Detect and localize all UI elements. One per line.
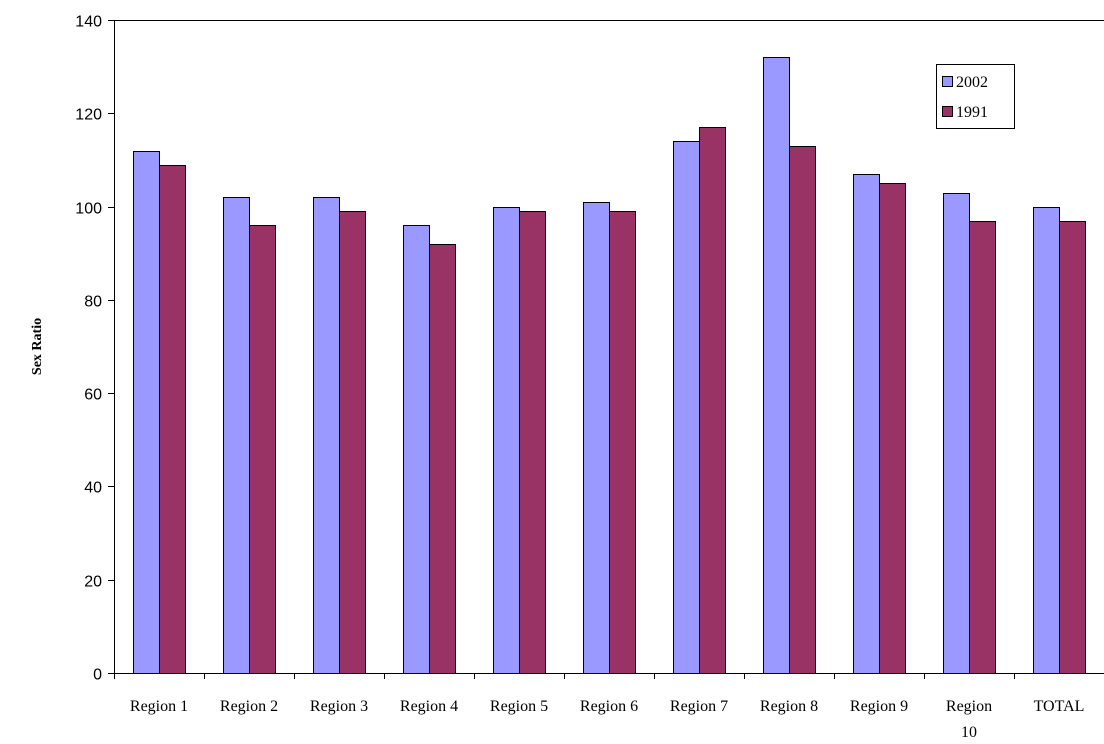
legend-label-1991: 1991	[956, 104, 988, 121]
x-tick-label-line: Region 6	[580, 698, 638, 715]
y-tick-label: 140	[75, 14, 102, 31]
x-tick-label: Region 3	[310, 698, 368, 715]
legend-box	[936, 64, 1015, 129]
y-tick-label: 120	[75, 107, 102, 124]
bar-1991-8	[789, 146, 816, 674]
bar-1991-9	[879, 183, 906, 674]
legend-label-2002: 2002	[956, 74, 988, 91]
y-ticks: 0 20 40 60 80 100 120 140	[75, 14, 114, 684]
x-tick-label: Region 2	[220, 698, 278, 715]
bar-2002-11	[1033, 207, 1060, 674]
bar-1991-5	[519, 211, 546, 674]
bar-2002-2	[223, 197, 250, 674]
bar-2002-4	[403, 225, 430, 674]
x-tick-label-line: Region 4	[400, 698, 458, 715]
bar-1991-6	[609, 211, 636, 674]
bar-2002-10	[943, 193, 970, 674]
bar-1991-11	[1059, 221, 1086, 674]
x-tick-label: Region 5	[490, 698, 548, 715]
x-tick-label: Region 1	[130, 698, 188, 715]
y-tick-label: 100	[75, 201, 102, 218]
bar-1991-2	[249, 225, 276, 674]
legend-swatch-1991	[942, 106, 953, 117]
x-tick-label: TOTAL	[1034, 698, 1085, 715]
axes-layer	[114, 20, 1104, 674]
x-tick-label-line: TOTAL	[1034, 698, 1085, 715]
bar-1991-4	[429, 244, 456, 674]
x-tick-label-line: Region 7	[670, 698, 728, 715]
bar-2002-3	[313, 197, 340, 674]
x-tick-label-line: Region 1	[130, 698, 188, 715]
x-tick-label: Region 9	[850, 698, 908, 715]
x-tick-label-line: Region 2	[220, 698, 278, 715]
x-tick-label-line: Region 5	[490, 698, 548, 715]
y-tick-label: 20	[84, 574, 102, 591]
legend-swatch-2002	[942, 76, 953, 87]
bar-2002-6	[583, 202, 610, 674]
x-tick-label: Region 8	[760, 698, 818, 715]
bar-2002-1	[133, 151, 160, 674]
bar-1991-3	[339, 211, 366, 674]
x-tick-label: Region 10	[946, 698, 992, 741]
y-tick-label: 40	[84, 480, 102, 497]
x-tick-label-line: Region 3	[310, 698, 368, 715]
x-tick-label: Region 7	[670, 698, 728, 715]
y-axis-label: Sex Ratio	[30, 318, 45, 375]
x-tick-label-line: 10	[961, 724, 977, 741]
legend: 2002 1991	[936, 64, 1015, 129]
y-tick-label: 60	[84, 387, 102, 404]
bar-1991-10	[969, 221, 996, 674]
x-tick-label: Region 4	[400, 698, 458, 715]
bar-2002-7	[673, 141, 700, 674]
y-tick-label: 0	[93, 667, 102, 684]
x-ticks: Region 1 Region 2 Region 3 Region 4 Region 5…	[114, 673, 1085, 741]
bar-2002-9	[853, 174, 880, 674]
x-tick-label: Region 6	[580, 698, 638, 715]
x-tick-label-line: Region 8	[760, 698, 818, 715]
x-tick-label-line: Region 9	[850, 698, 908, 715]
bars-layer	[133, 57, 1086, 674]
x-tick-label-line: Region	[946, 698, 992, 715]
bar-2002-8	[763, 57, 790, 674]
bar-2002-5	[493, 207, 520, 674]
bar-1991-1	[159, 165, 186, 674]
y-tick-label: 80	[84, 294, 102, 311]
bar-1991-7	[699, 127, 726, 674]
